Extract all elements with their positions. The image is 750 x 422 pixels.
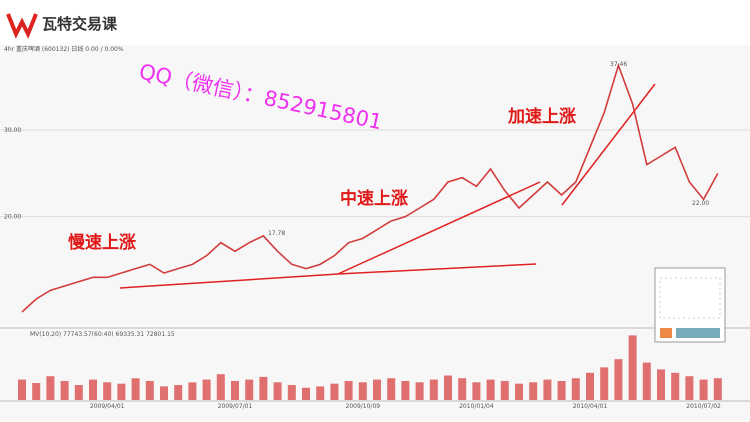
- volume-bar: [500, 380, 509, 400]
- volume-bar: [444, 375, 452, 400]
- volume-bar: [671, 372, 680, 400]
- volume-bar: [117, 383, 126, 400]
- header: [0, 0, 750, 45]
- toolbar-text: 4hr 重庆啤酒 (600132) 日线 0.00 / 0.00%: [4, 45, 124, 53]
- trend-line: [561, 83, 656, 206]
- volume-bar: [600, 367, 609, 400]
- volume-bar: [330, 383, 339, 400]
- trend-line: [119, 273, 339, 289]
- price-label: 22.00: [692, 200, 709, 207]
- volume-bar: [273, 382, 282, 400]
- volume-bar: [89, 379, 97, 400]
- price-label: 37.46: [610, 61, 627, 68]
- volume-bar: [216, 374, 225, 400]
- volume-bar: [302, 387, 310, 400]
- volume-bar: [713, 378, 722, 400]
- volume-bar: [614, 359, 623, 400]
- volume-bar: [259, 376, 268, 400]
- volume-bar: [685, 376, 694, 400]
- volume-bar: [202, 379, 211, 400]
- volume-bar: [160, 386, 168, 400]
- volume-bar: [60, 380, 69, 400]
- volume-bar: [515, 383, 523, 400]
- price-line: [21, 62, 719, 313]
- volume-bar: [586, 372, 594, 400]
- volume-bar: [74, 385, 83, 400]
- volume-bar: [699, 379, 708, 400]
- x-tick-label: 2010/01/04: [459, 403, 494, 410]
- volume-bar: [401, 380, 410, 400]
- volume-bar: [32, 383, 41, 400]
- volume-bar: [287, 385, 296, 400]
- y-tick-label: 20.00: [4, 214, 21, 221]
- toolbox-button[interactable]: [676, 328, 720, 338]
- volume-bar: [429, 379, 438, 400]
- volume-bar: [571, 378, 580, 400]
- volume-bar: [415, 382, 424, 400]
- volume-bar: [174, 385, 183, 400]
- x-tick-label: 2010/07/02: [686, 403, 721, 410]
- volume-bar: [358, 382, 367, 400]
- volume-bar: [472, 382, 481, 400]
- volume-bar: [557, 380, 566, 400]
- volume-legend: MV(10,20) 77743.57(60:40) 69335.31 72801…: [30, 331, 175, 338]
- x-tick-label: 2010/04/01: [573, 403, 608, 410]
- volume-bar: [145, 380, 154, 400]
- volume-bar: [18, 379, 26, 400]
- volume-bar: [543, 379, 552, 400]
- chart-panel: [0, 45, 750, 422]
- logo: [6, 13, 38, 39]
- volume-bar: [188, 382, 197, 400]
- volume-bar: [344, 380, 353, 400]
- y-tick-label: 30.00: [4, 127, 21, 134]
- trend-line: [337, 181, 541, 275]
- volume-bar: [642, 362, 651, 400]
- volume-bar: [245, 379, 254, 400]
- drawing-toolbox: [654, 267, 726, 343]
- volume-bar: [316, 386, 325, 400]
- price-label: 17.78: [268, 230, 285, 237]
- trend-line: [337, 263, 537, 275]
- x-tick-label: 2009/07/01: [218, 403, 253, 410]
- volume-bar: [387, 378, 396, 400]
- toolbox-button[interactable]: [660, 328, 672, 338]
- volume-bar: [529, 382, 538, 400]
- volume-bar: [46, 376, 55, 400]
- annotation: 中速上涨: [340, 188, 408, 209]
- annotation: 加速上涨: [507, 106, 576, 127]
- volume-bar: [486, 379, 495, 400]
- volume-bar: [231, 380, 239, 400]
- x-tick-label: 2009/10/09: [346, 403, 381, 410]
- volume-bar: [373, 379, 381, 400]
- brand: 瓦特交易课: [42, 15, 118, 33]
- volume-bar: [103, 382, 112, 400]
- volume-bar: [628, 335, 637, 400]
- volume-bar: [458, 378, 467, 400]
- x-tick-label: 2009/04/01: [90, 403, 125, 410]
- toolbox-icons[interactable]: [659, 277, 721, 319]
- volume-bar: [131, 378, 140, 400]
- volume-bar: [657, 369, 665, 400]
- annotation: 慢速上涨: [68, 232, 136, 253]
